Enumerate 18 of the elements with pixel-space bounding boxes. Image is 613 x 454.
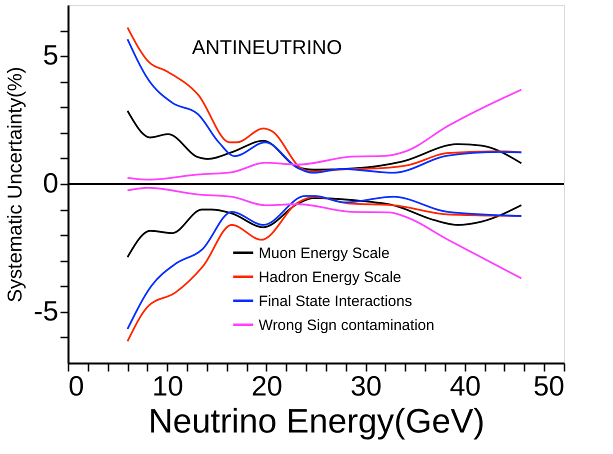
x-tick-label: 50 (533, 370, 564, 402)
y-axis-title: Systematic Uncertainty(%) (4, 66, 27, 302)
annotation: ANTINEUTRINO (192, 36, 342, 59)
legend-label: Hadron Energy Scale (258, 268, 402, 286)
line-series (126, 110, 522, 171)
legend-label: Wrong Sign contamination (258, 316, 434, 334)
x-axis-title: Neutrino Energy(GeV) (148, 402, 485, 440)
legend-label: Muon Energy Scale (258, 244, 390, 262)
x-tick-label: 20 (251, 370, 282, 402)
legend-label: Final State Interactions (258, 292, 412, 310)
x-tick-label: 40 (450, 370, 481, 402)
x-tick-label: 10 (152, 370, 184, 402)
x-tick-label: 0 (68, 370, 84, 402)
y-tick-label: 0 (42, 168, 58, 198)
line-series (126, 88, 522, 181)
y-tick-label: -5 (34, 295, 58, 326)
y-tick-label: 5 (42, 40, 58, 71)
x-tick-label: 30 (350, 370, 382, 402)
